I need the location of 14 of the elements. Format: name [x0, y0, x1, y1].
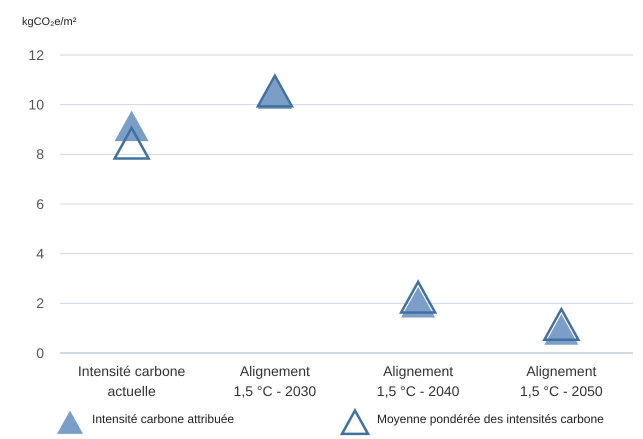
- y-tick-label: 10: [28, 96, 44, 113]
- y-tick-label: 12: [28, 46, 44, 63]
- legend-label: Moyenne pondérée des intensités carbone: [377, 412, 604, 426]
- x-tick-label: Alignement 1,5 °C - 2050: [520, 363, 603, 399]
- y-tick-label: 8: [36, 146, 44, 162]
- x-tick-label: Intensité carbone actuelle: [78, 363, 186, 399]
- legend-label: Intensité carbone attribuée: [92, 412, 234, 426]
- y-axis-title: kgCO₂e/m²: [22, 16, 77, 28]
- x-tick-label: Alignement 1,5 °C - 2040: [376, 363, 460, 399]
- x-tick-label: Alignement 1,5 °C - 2030: [234, 363, 316, 399]
- y-tick-label: 6: [36, 196, 44, 212]
- y-tick-label: 2: [36, 295, 44, 312]
- y-tick-label: 0: [36, 344, 44, 361]
- y-tick-label: 4: [36, 246, 44, 262]
